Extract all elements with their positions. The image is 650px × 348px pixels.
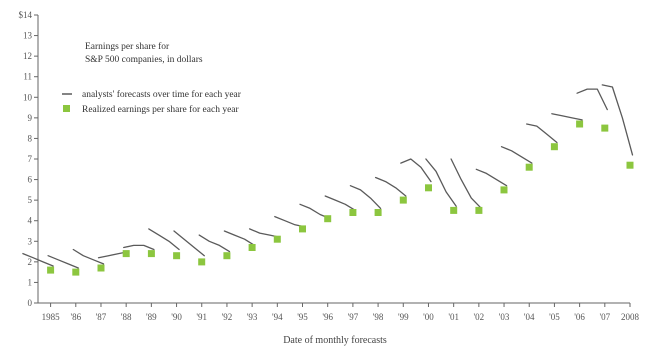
x-tick-label: '96 xyxy=(322,312,333,322)
realized-point-1992 xyxy=(223,252,231,260)
realized-series-group xyxy=(47,120,634,276)
forecast-line-1987 xyxy=(72,248,105,265)
realized-point-2003 xyxy=(500,186,508,194)
x-tick-label: '94 xyxy=(272,312,283,322)
forecast-line-2004 xyxy=(500,146,533,164)
realized-point-2008 xyxy=(626,161,634,169)
x-axis-title: Date of monthly forecasts xyxy=(283,335,387,346)
x-tick-label: '07 xyxy=(599,312,610,322)
y-tick-label: 5 xyxy=(28,195,33,205)
x-tick-label: '98 xyxy=(373,312,384,322)
realized-point-1994 xyxy=(273,235,281,243)
x-tick-label: '93 xyxy=(247,312,258,322)
realized-point-1987 xyxy=(97,264,105,272)
forecast-line-1998 xyxy=(349,185,382,210)
realized-point-1986 xyxy=(72,268,80,276)
realized-point-1989 xyxy=(147,250,155,258)
y-tick-label: 7 xyxy=(28,154,33,164)
y-tick-label: 9 xyxy=(28,113,33,123)
y-tick-label: 12 xyxy=(23,51,32,61)
x-tick-label: '89 xyxy=(146,312,157,322)
x-tick-label: '86 xyxy=(70,312,81,322)
realized-point-1993 xyxy=(248,244,256,251)
realized-point-1998 xyxy=(374,209,382,216)
x-tick-label: '99 xyxy=(398,312,409,322)
annotation-title-line1: Earnings per share for xyxy=(85,41,170,52)
x-tick-label: '06 xyxy=(574,312,585,322)
forecast-line-1999 xyxy=(374,176,407,197)
realized-point-1988 xyxy=(122,250,130,258)
forecast-line-1986 xyxy=(47,255,79,269)
x-tick-label: '02 xyxy=(474,312,485,322)
realized-point-2005 xyxy=(550,143,558,151)
forecast-line-2008 xyxy=(601,84,634,156)
forecast-line-2006 xyxy=(551,113,583,121)
realized-point-2000 xyxy=(425,184,432,192)
y-tick-label: 13 xyxy=(23,31,33,41)
forecast-line-1992 xyxy=(198,234,231,253)
x-axis-ticks: 1985 '86 '87 '88 '89 '90 '91 '92 '93 '94 '95 '96 '97… xyxy=(42,303,640,322)
x-tick-label: '87 xyxy=(96,312,107,322)
chart-annotation: Earnings per share for S&P 500 companies… xyxy=(85,41,203,65)
x-tick-label: '92 xyxy=(222,312,233,322)
annotation-title-line2: S&P 500 companies, in dollars xyxy=(85,55,203,65)
x-tick-label: '00 xyxy=(423,312,434,322)
x-tick-label: '01 xyxy=(448,312,459,322)
forecast-line-1993 xyxy=(223,230,256,247)
realized-point-1997 xyxy=(349,209,357,216)
realized-point-2004 xyxy=(525,163,533,171)
x-tick-label: '97 xyxy=(348,312,359,322)
x-tick-label: '91 xyxy=(196,312,207,322)
y-tick-label: 10 xyxy=(23,92,33,102)
forecast-line-2000 xyxy=(400,158,432,183)
forecast-line-2001 xyxy=(425,158,457,207)
realized-point-1996 xyxy=(324,215,332,223)
forecast-line-1989 xyxy=(123,244,155,251)
forecast-line-1995 xyxy=(274,215,306,228)
realized-point-1995 xyxy=(299,225,306,233)
chart-legend: analysts' forecasts over time for each y… xyxy=(62,89,242,115)
realized-point-2007 xyxy=(601,124,609,132)
forecast-line-2003 xyxy=(475,168,508,187)
x-tick-label: '05 xyxy=(549,312,560,322)
y-tick-label: 1 xyxy=(28,277,33,287)
y-tick-label: 3 xyxy=(28,236,33,246)
y-tick-label: 6 xyxy=(28,175,33,185)
realized-point-1991 xyxy=(198,258,206,266)
forecast-line-1985 xyxy=(22,252,54,267)
x-tick-label: '88 xyxy=(121,312,132,322)
realized-point-2006 xyxy=(576,120,584,128)
forecast-line-2005 xyxy=(526,123,558,144)
realized-point-2002 xyxy=(475,206,483,214)
forecast-line-2007 xyxy=(576,88,608,111)
y-tick-label: 4 xyxy=(28,216,33,226)
x-tick-label: '03 xyxy=(499,312,510,322)
forecast-line-1991 xyxy=(173,230,205,257)
x-tick-label: 1985 xyxy=(42,312,61,322)
realized-point-1990 xyxy=(173,252,181,260)
legend-square-swatch xyxy=(63,105,70,112)
realized-point-1985 xyxy=(47,266,55,274)
forecast-line-2002 xyxy=(450,158,483,210)
y-tick-label: $14 xyxy=(19,10,33,20)
x-tick-label: '95 xyxy=(297,312,308,322)
legend-label-forecasts: analysts' forecasts over time for each y… xyxy=(82,89,242,100)
y-tick-label: 0 xyxy=(28,298,33,308)
realized-point-2001 xyxy=(450,206,458,214)
forecast-line-1990 xyxy=(148,228,180,251)
realized-point-1999 xyxy=(399,196,407,204)
y-tick-label: 2 xyxy=(28,257,33,267)
legend-label-realized: Realized earnings per share for each yea… xyxy=(82,104,239,115)
y-tick-label: 8 xyxy=(28,133,33,143)
forecast-line-1997 xyxy=(324,195,357,212)
y-tick-label: 11 xyxy=(23,72,32,82)
x-tick-label: 2008 xyxy=(621,312,640,322)
x-tick-label: '04 xyxy=(524,312,535,322)
x-tick-label: '90 xyxy=(171,312,182,322)
